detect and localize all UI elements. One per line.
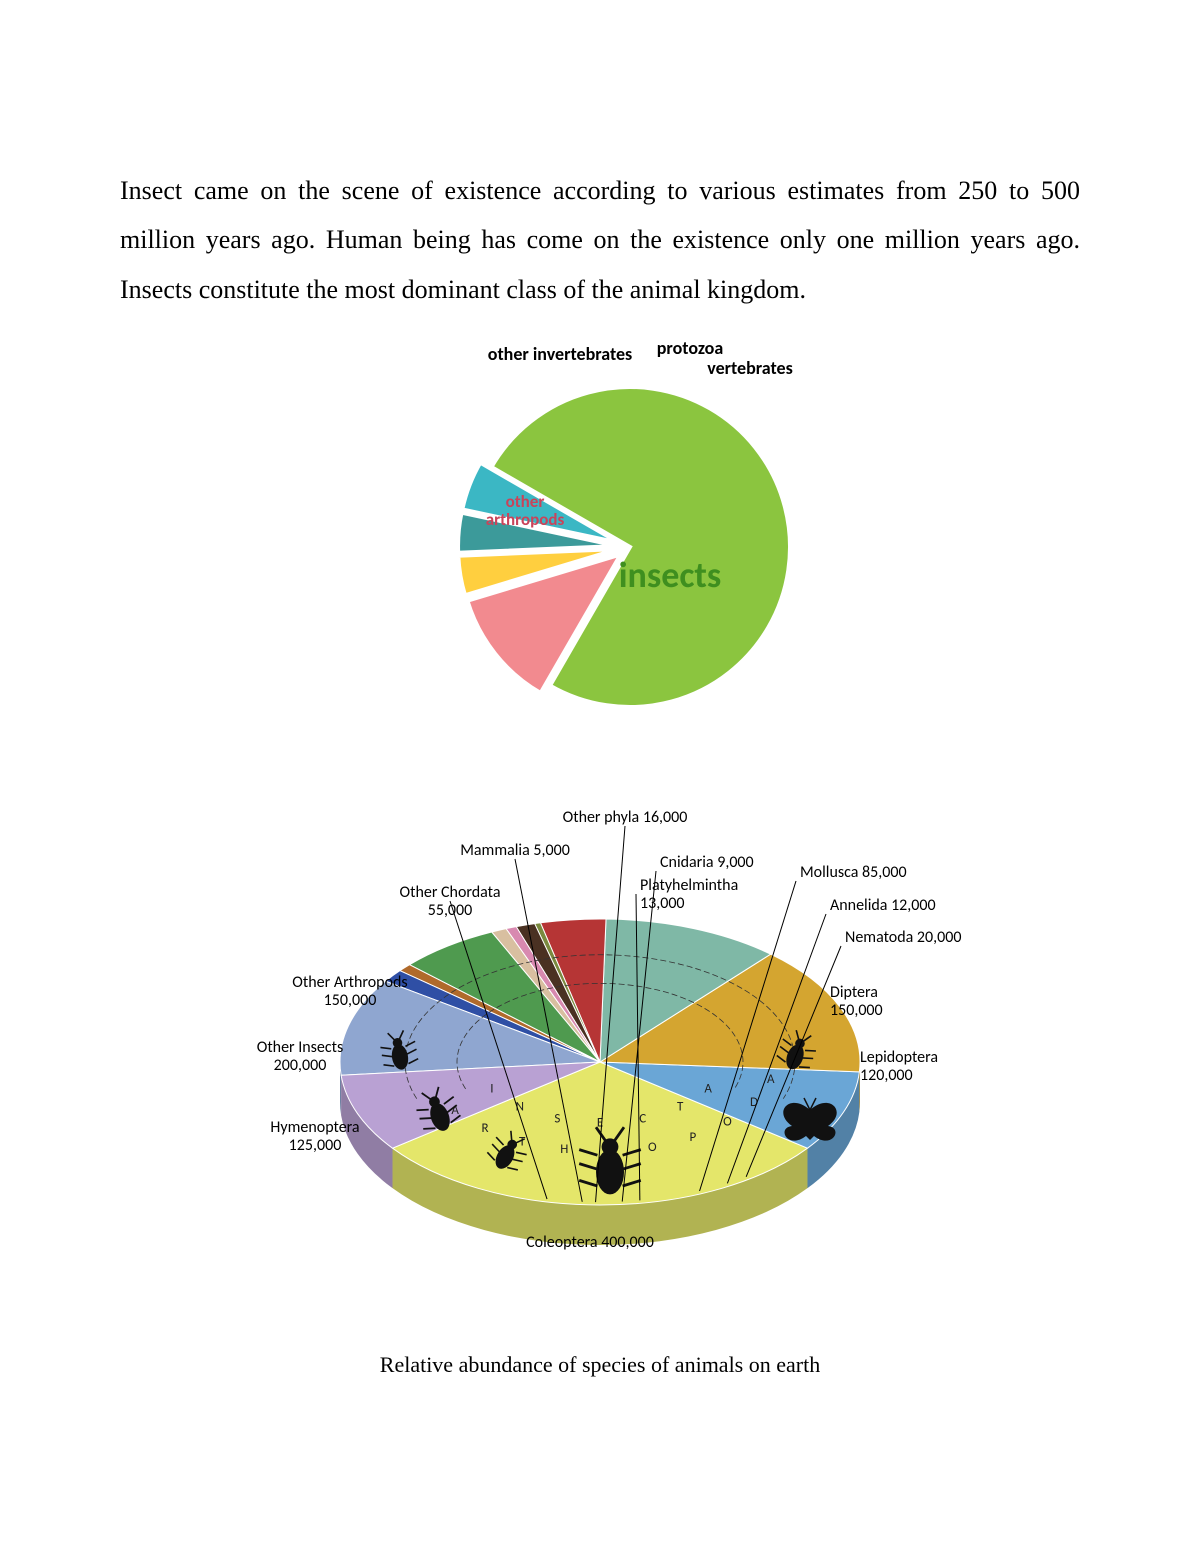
pie2-arc-letter: O (648, 1140, 657, 1155)
pie2-label-line2: 200,000 (274, 1056, 327, 1075)
pie2-arc-letter: I (490, 1081, 493, 1096)
pie2-arc-letter: H (560, 1142, 568, 1157)
pie2-label-line2: 150,000 (830, 1001, 883, 1020)
pie2-label-other-insects: Other Insects (257, 1038, 344, 1057)
pie2-label-cnidaria-9-000: Cnidaria 9,000 (660, 853, 754, 872)
intro-paragraph: Insect came on the scene of existence ac… (120, 166, 1080, 314)
pie2-label-other-phyla-16-000: Other phyla 16,000 (563, 808, 688, 827)
pie-chart-1: insectsotherarthropodsother invertebrate… (330, 332, 870, 712)
pie1-label-insects: insects (619, 553, 722, 597)
pie2-label-other-chordata: Other Chordata (400, 883, 501, 902)
pie1-label-protozoa: protozoa (657, 337, 723, 359)
pie2-label-line2: 13,000 (640, 894, 685, 913)
pie2-arc-letter: C (639, 1112, 646, 1127)
pie-chart-1-svg: insectsotherarthropodsother invertebrate… (330, 332, 870, 712)
pie2-label-mammalia-5-000: Mammalia 5,000 (460, 841, 570, 860)
pie2-arc-letter: S (554, 1112, 560, 1127)
pie2-arc-letter: A (451, 1103, 459, 1118)
pie2-arc-letter: R (482, 1121, 489, 1136)
pie1-label-other-invertebrates: other invertebrates (488, 343, 632, 365)
pie2-label-mollusca-85-000: Mollusca 85,000 (800, 863, 907, 882)
pie2-arc-letter: O (723, 1115, 732, 1130)
pie2-label-hymenoptera: Hymenoptera (270, 1118, 359, 1137)
pie2-arc-letter: P (689, 1130, 696, 1145)
pie2-arc-letter: A (704, 1081, 712, 1096)
pie2-label-line2: 55,000 (428, 901, 473, 920)
pie-chart-2-caption: Relative abundance of species of animals… (220, 1352, 980, 1378)
pie2-label-coleoptera-400-000: Coleoptera 400,000 (526, 1233, 654, 1252)
pie2-label-line2: 150,000 (324, 991, 377, 1010)
pie2-label-nematoda-20-000: Nematoda 20,000 (845, 928, 961, 947)
pie-chart-2-svg: INSECTAARTHROPODAOther phyla 16,000Mamma… (220, 762, 980, 1322)
pie2-arc-letter: T (677, 1100, 684, 1115)
pie2-label-line2: 120,000 (860, 1066, 913, 1085)
pie2-label-line2: 125,000 (289, 1136, 342, 1155)
document-page: Insect came on the scene of existence ac… (0, 0, 1200, 1553)
pie2-label-platyhelmintha: Platyhelmintha (640, 876, 738, 895)
pie2-label-other-arthropods: Other Arthropods (292, 973, 407, 992)
pie2-arc-letter: A (767, 1072, 775, 1087)
pie1-label-vertebrates: vertebrates (707, 357, 793, 379)
pie-chart-2: INSECTAARTHROPODAOther phyla 16,000Mamma… (220, 762, 980, 1378)
pie2-label-lepidoptera: Lepidoptera (860, 1048, 938, 1067)
pie2-label-annelida-12-000: Annelida 12,000 (830, 896, 936, 915)
pie2-label-diptera: Diptera (830, 983, 878, 1002)
